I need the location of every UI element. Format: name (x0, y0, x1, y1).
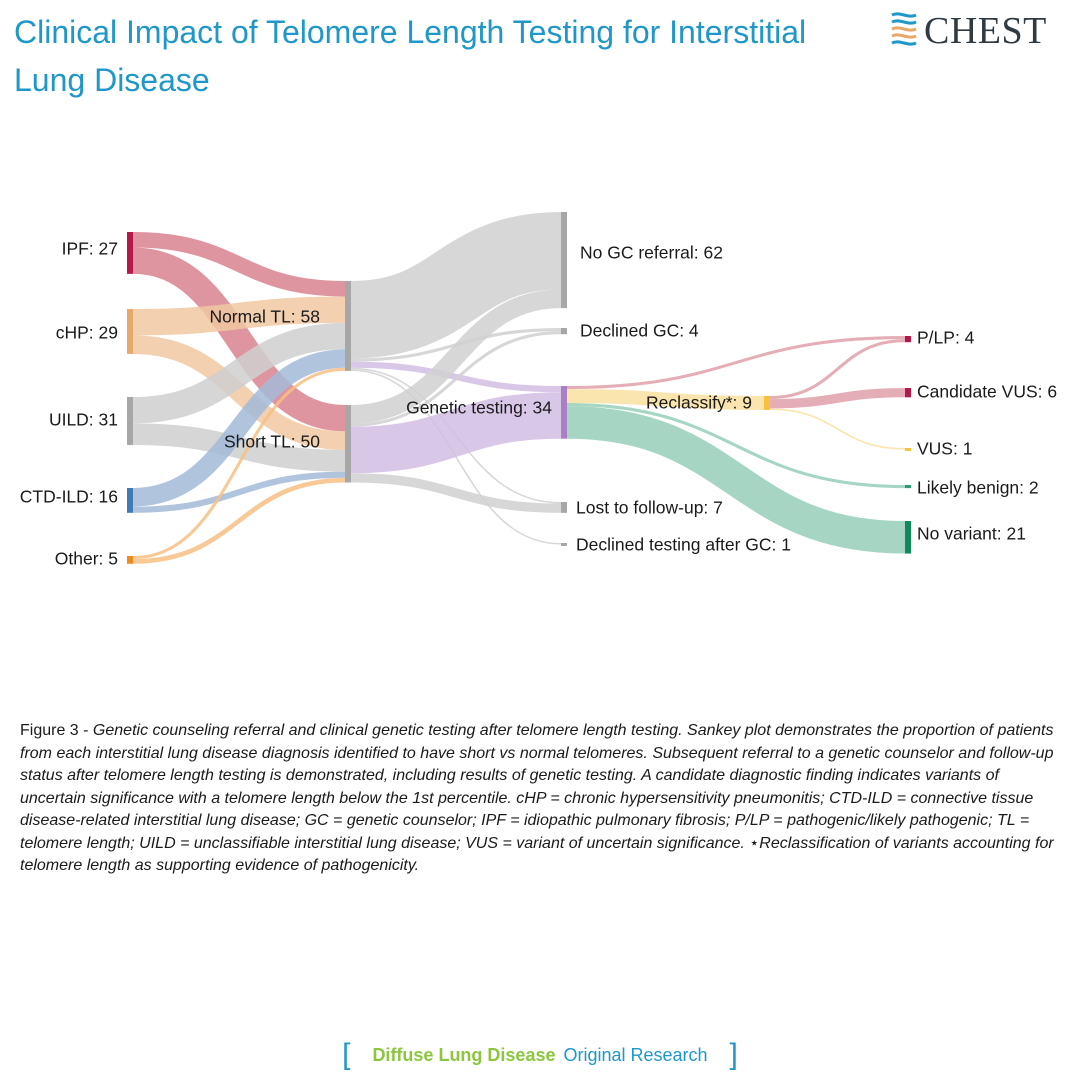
page-title: Clinical Impact of Telomere Length Testi… (14, 14, 807, 98)
sankey-label-declt: Declined testing after GC: 1 (576, 535, 791, 555)
sankey-link-gt-to-lb (566, 403, 906, 489)
sankey-link-ipf-to-short (132, 247, 346, 432)
footer-bracket-close: ] (729, 1038, 738, 1071)
chest-logo: CHEST (891, 10, 1047, 46)
nodes-layer (127, 212, 911, 564)
footer-type: Original Research (563, 1044, 708, 1065)
sankey-label-normal: Normal TL: 58 (209, 307, 320, 327)
sankey-node-chp (127, 309, 133, 354)
sankey-link-other-to-short (132, 477, 346, 564)
sankey-label-cvus: Candidate VUS: 6 (917, 382, 1057, 402)
sankey-node-normal (345, 281, 351, 371)
sankey-link-chp-to-normal (132, 296, 346, 336)
sankey-link-normal-to-nogc (349, 212, 563, 359)
caption-text: Genetic counseling referral and clinical… (20, 722, 1054, 852)
sankey-label-lb: Likely benign: 2 (917, 478, 1039, 498)
sankey-node-other (127, 556, 133, 564)
sankey-label-other: Other: 5 (55, 549, 118, 569)
sankey-label-short: Short TL: 50 (224, 432, 320, 452)
sankey-node-lost (561, 502, 567, 513)
sankey-link-recl-to-vus (769, 408, 906, 450)
sankey-node-short (345, 405, 351, 483)
sankey-label-ctd: CTD-ILD: 16 (20, 487, 118, 507)
sankey-label-lost: Lost to follow-up: 7 (576, 498, 723, 518)
sankey-node-declgc (561, 328, 567, 335)
footer-bracket-open: [ (342, 1038, 351, 1071)
caption-footnote: ⋆Reclassification of variants accounting… (20, 834, 1054, 875)
sankey-link-ctd-to-normal (132, 349, 346, 507)
sankey-link-gt-to-nov (566, 406, 906, 554)
sankey-link-gt-to-recl (566, 389, 765, 410)
sankey-link-other-to-normal (132, 367, 346, 560)
sankey-link-short-to-declgc (350, 331, 562, 427)
chest-logo-mark-icon (891, 12, 917, 46)
sankey-label-uild: UILD: 31 (49, 410, 118, 430)
footer-category: Diffuse Lung Disease (372, 1044, 556, 1065)
sankey-link-ctd-to-short (132, 471, 346, 513)
footer-banner: [ Diffuse Lung Disease Original Research] (0, 1038, 1080, 1072)
sankey-link-recl-to-plp (769, 339, 906, 400)
sankey-link-uild-to-short (132, 423, 346, 472)
sankey-node-vus (905, 448, 911, 451)
sankey-label-declgc: Declined GC: 4 (580, 321, 699, 341)
sankey-node-lb (905, 485, 911, 489)
sankey-node-gt (561, 386, 567, 439)
sankey-link-chp-to-short (132, 335, 346, 450)
labels-layer: IPF: 27 cHP: 29 UILD: 31 CTD-ILD: 16 Other: … (20, 239, 1057, 569)
sankey-label-plp: P/LP: 4 (917, 328, 975, 348)
sankey-label-nogc: No GC referral: 62 (580, 243, 723, 263)
sankey-link-short-to-gt (350, 392, 562, 474)
sankey-link-recl-to-cvus (769, 388, 906, 409)
figure-caption: Figure 3 - Genetic counseling referral a… (20, 720, 1060, 878)
sankey-node-uild (127, 397, 133, 446)
sankey-link-gt-to-plp (566, 336, 906, 390)
sankey-node-ipf (127, 232, 133, 274)
sankey-link-ipf-to-normal (132, 232, 346, 297)
sankey-node-declt (561, 543, 567, 546)
sankey-node-cvus (905, 388, 911, 398)
sankey-label-nov: No variant: 21 (917, 524, 1026, 544)
sankey-link-short-to-nogc (350, 289, 562, 424)
sankey-link-uild-to-normal (132, 322, 346, 424)
sankey-node-ctd (127, 488, 133, 513)
sankey-chart: IPF: 27 cHP: 29 UILD: 31 CTD-ILD: 16 Other: … (20, 212, 1057, 569)
sankey-node-nogc (561, 212, 567, 309)
sankey-label-recl: Reclassify*: 9 (646, 393, 752, 413)
sankey-label-chp: cHP: 29 (56, 323, 118, 343)
caption-label: Figure 3 - (20, 722, 93, 739)
logo-text: CHEST (924, 10, 1047, 46)
sankey-label-ipf: IPF: 27 (62, 239, 118, 259)
sankey-node-recl (764, 396, 770, 410)
sankey-node-nov (905, 521, 911, 554)
sankey-link-short-to-lost (350, 473, 562, 513)
sankey-label-gt: Genetic testing: 34 (406, 398, 552, 418)
sankey-node-plp (905, 336, 911, 343)
links-layer (132, 212, 906, 564)
sankey-label-vus: VUS: 1 (917, 439, 972, 459)
